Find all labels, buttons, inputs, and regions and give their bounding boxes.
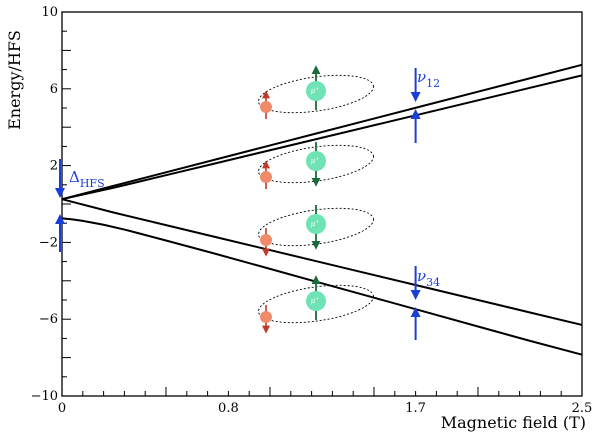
x-tick-label: 2.5 — [572, 401, 592, 416]
x-tick-label: 1.7 — [405, 401, 426, 416]
muon-label: μ+ — [311, 219, 320, 228]
y-tick-label: 10 — [41, 5, 58, 20]
electron-dot — [260, 101, 272, 113]
electron-dot — [260, 234, 272, 246]
muon-label: μ+ — [311, 156, 320, 165]
spin-diagram-4: μ+ — [258, 275, 374, 334]
spin-diagram-2: μ+ — [258, 142, 374, 189]
spin-diagrams: μ+ μ+ μ+ μ+ — [258, 65, 374, 334]
energy-level-line-2 — [61, 74, 583, 201]
y-tick-label: 6 — [50, 82, 58, 97]
energy-level-line-3 — [61, 198, 583, 326]
orbit-ellipse — [258, 74, 374, 114]
muon-label: μ+ — [311, 86, 320, 95]
y-tick-label: −2 — [39, 235, 58, 250]
spin-diagram-3: μ+ — [258, 205, 374, 257]
plot-frame — [61, 11, 583, 397]
orbit-ellipse — [258, 144, 374, 184]
spin-diagram-1: μ+ — [258, 65, 374, 119]
electron-dot — [260, 171, 272, 183]
y-tick-label: −10 — [31, 389, 58, 404]
orbit-ellipse — [258, 207, 374, 247]
x-tick-label: 0 — [58, 401, 66, 416]
y-axis-title: Energy/HFS — [5, 30, 24, 130]
delta-hfs-label: ΔHFS — [69, 168, 105, 190]
energy-level-line-1 — [61, 63, 583, 201]
nu34-label: ν34 — [417, 267, 440, 289]
electron-dot — [260, 311, 272, 323]
muon-label: μ+ — [311, 296, 320, 305]
axis-ticks — [61, 11, 583, 397]
transition-annotations: ΔHFS ν12 ν34 — [55, 68, 440, 340]
muon-dot — [306, 291, 326, 311]
nu12-label: ν12 — [417, 68, 440, 90]
energy-curves — [61, 63, 583, 356]
x-axis-title: Magnetic field (T) — [441, 413, 586, 432]
orbit-ellipse — [258, 284, 374, 324]
muon-dot — [306, 214, 326, 234]
tick-labels: 0 0.8 1.7 2.5 −10 −6 −2 2 6 10 — [31, 5, 592, 416]
energy-level-line-4 — [61, 217, 583, 356]
muon-dot — [306, 151, 326, 171]
y-tick-label: −6 — [39, 312, 58, 327]
x-tick-label: 0.8 — [218, 401, 239, 416]
y-tick-label: 2 — [50, 159, 58, 174]
muon-dot — [306, 81, 326, 101]
